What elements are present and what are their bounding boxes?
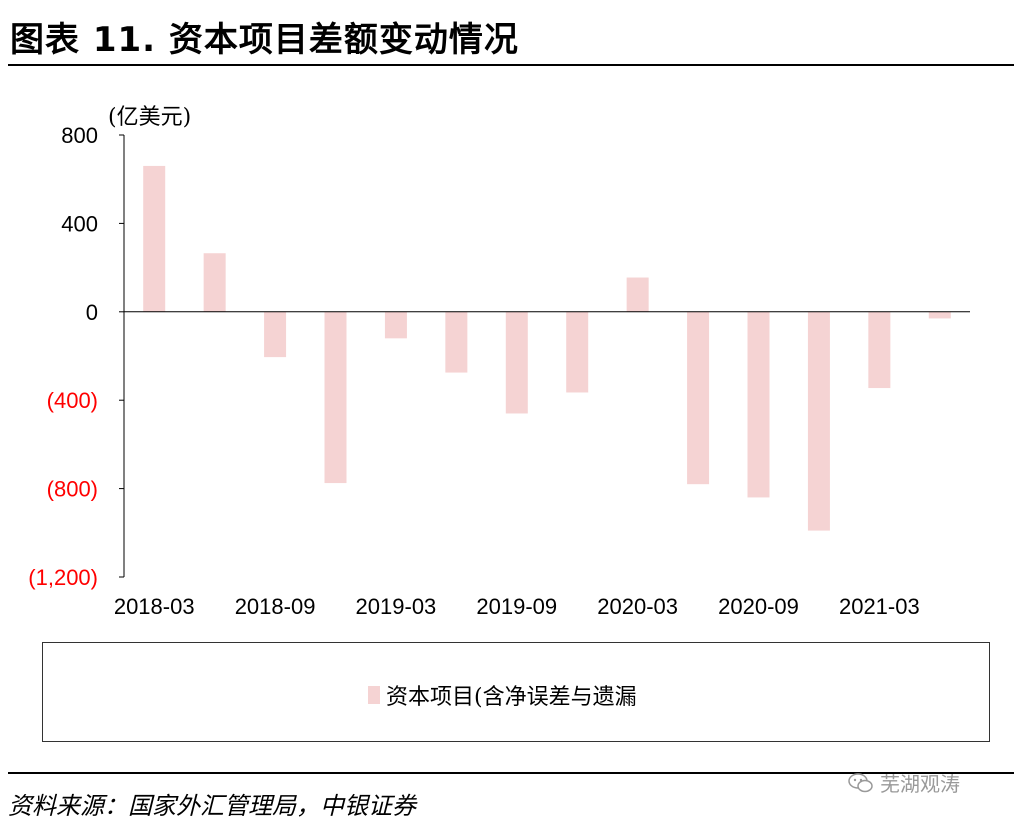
x-tick-label: 2021-03 <box>839 594 920 619</box>
page-title: 图表 11. 资本项目差额变动情况 <box>10 20 519 60</box>
x-tick-label: 2020-09 <box>718 594 799 619</box>
bar-2020-03 <box>626 277 649 312</box>
x-tick-label: 2018-03 <box>114 594 195 619</box>
bars <box>143 165 951 531</box>
bar-2021-06 <box>928 311 951 319</box>
y-tick-label: (800) <box>47 477 98 502</box>
y-tick-label: (1,200) <box>28 565 98 590</box>
bar-2018-06 <box>203 253 226 312</box>
bar-2018-03 <box>143 165 166 312</box>
bar-2019-09 <box>505 311 528 414</box>
y-axis-ticks: 800 400 0 (400) (800) (1,200) <box>28 123 124 590</box>
bar-2020-06 <box>687 311 710 485</box>
legend-label: 资本项目(含净误差与遗漏 <box>386 685 637 710</box>
x-tick-label: 2020-03 <box>597 594 678 619</box>
footer-divider <box>8 772 1014 774</box>
bar-2021-03 <box>868 311 891 389</box>
bar-2019-06 <box>445 311 468 373</box>
source-note: 资料来源：国家外汇管理局，中银证券 <box>8 792 416 820</box>
bar-2020-12 <box>807 311 830 531</box>
y-tick-label: 800 <box>61 123 98 148</box>
y-axis-unit-label: (亿美元) <box>108 105 191 130</box>
watermark-text: 芜湖观涛 <box>880 772 960 796</box>
bar-2020-09 <box>747 311 770 498</box>
bar-2019-03 <box>384 311 407 339</box>
x-tick-label: 2019-03 <box>356 594 437 619</box>
legend-item: 资本项目(含净误差与遗漏 <box>368 679 637 711</box>
watermark: 芜湖观涛 <box>848 768 960 797</box>
legend: 资本项目(含净误差与遗漏 <box>42 642 990 742</box>
x-tick-label: 2019-09 <box>476 594 557 619</box>
bar-2018-09 <box>264 311 287 358</box>
y-tick-label: 0 <box>86 300 98 325</box>
bar-2018-12 <box>324 311 347 484</box>
y-tick-label: (400) <box>47 388 98 413</box>
y-tick-label: 400 <box>61 211 98 236</box>
x-tick-label: 2018-09 <box>235 594 316 619</box>
bar-2019-12 <box>566 311 589 393</box>
legend-swatch <box>368 686 380 704</box>
title-divider <box>8 64 1014 66</box>
wechat-icon <box>848 772 873 792</box>
x-axis-ticks: 2018-03 2018-09 2019-03 2019-09 2020-03 2020-… <box>114 594 920 619</box>
